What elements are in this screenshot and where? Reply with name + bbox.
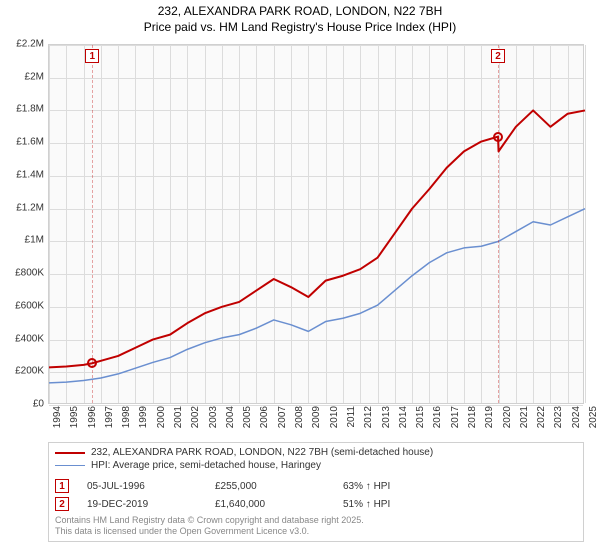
legend-swatch [55, 452, 85, 454]
y-tick-label: £2.2M [4, 39, 44, 50]
sale-price: £1,640,000 [215, 499, 325, 510]
x-tick-label: 2010 [329, 406, 340, 428]
y-tick-label: £800K [4, 268, 44, 279]
sale-row: 1 05-JUL-1996 £255,000 63% ↑ HPI [55, 479, 577, 493]
x-tick-label: 2013 [381, 406, 392, 428]
sale-delta: 63% ↑ HPI [343, 481, 390, 492]
sale-rows: 1 05-JUL-1996 £255,000 63% ↑ HPI 2 19-DEC-201… [55, 475, 577, 511]
x-tick-label: 2023 [553, 406, 564, 428]
sale-date: 19-DEC-2019 [87, 499, 197, 510]
marker-dot [493, 132, 503, 142]
y-tick-label: £1.4M [4, 169, 44, 180]
x-tick-label: 2011 [346, 406, 357, 428]
marker-label: 2 [491, 49, 505, 63]
y-tick-label: £600K [4, 300, 44, 311]
x-tick-label: 2019 [484, 406, 495, 428]
sale-badge: 2 [55, 497, 69, 511]
legend-swatch [55, 465, 85, 466]
plot-area: 12 [48, 44, 584, 404]
y-tick-label: £2M [4, 71, 44, 82]
x-tick-label: 2022 [536, 406, 547, 428]
marker-line [498, 45, 499, 403]
title-line-2: Price paid vs. HM Land Registry's House … [0, 20, 600, 36]
grid-v [585, 45, 586, 403]
legend-row: HPI: Average price, semi-detached house,… [55, 460, 577, 471]
attrib-line-1: Contains HM Land Registry data © Crown c… [55, 515, 577, 526]
y-tick-label: £200K [4, 366, 44, 377]
x-tick-label: 2001 [173, 406, 184, 428]
chart-container: 232, ALEXANDRA PARK ROAD, LONDON, N22 7B… [0, 0, 600, 560]
x-tick-label: 2000 [156, 406, 167, 428]
x-tick-label: 2024 [571, 406, 582, 428]
x-tick-label: 2021 [519, 406, 530, 428]
legend-row: 232, ALEXANDRA PARK ROAD, LONDON, N22 7B… [55, 447, 577, 458]
y-tick-label: £1M [4, 235, 44, 246]
title-line-1: 232, ALEXANDRA PARK ROAD, LONDON, N22 7B… [0, 4, 600, 20]
x-tick-label: 1998 [121, 406, 132, 428]
legend-items: 232, ALEXANDRA PARK ROAD, LONDON, N22 7B… [55, 447, 577, 471]
x-tick-label: 1996 [87, 406, 98, 428]
x-tick-label: 1997 [104, 406, 115, 428]
legend-label: HPI: Average price, semi-detached house,… [91, 460, 321, 471]
attribution: Contains HM Land Registry data © Crown c… [55, 515, 577, 537]
x-tick-label: 2002 [190, 406, 201, 428]
y-tick-label: £1.2M [4, 202, 44, 213]
x-tick-label: 2008 [294, 406, 305, 428]
x-tick-label: 2005 [242, 406, 253, 428]
sale-date: 05-JUL-1996 [87, 481, 197, 492]
sale-delta: 51% ↑ HPI [343, 499, 390, 510]
x-tick-label: 2015 [415, 406, 426, 428]
x-tick-label: 1994 [52, 406, 63, 428]
legend-label: 232, ALEXANDRA PARK ROAD, LONDON, N22 7B… [91, 447, 433, 458]
x-tick-label: 2009 [311, 406, 322, 428]
series-hpi [49, 209, 585, 383]
sale-row: 2 19-DEC-2019 £1,640,000 51% ↑ HPI [55, 497, 577, 511]
sale-price: £255,000 [215, 481, 325, 492]
marker-label: 1 [85, 49, 99, 63]
x-tick-label: 2004 [225, 406, 236, 428]
x-tick-label: 2020 [502, 406, 513, 428]
chart-title: 232, ALEXANDRA PARK ROAD, LONDON, N22 7B… [0, 0, 600, 35]
x-tick-label: 1999 [138, 406, 149, 428]
x-tick-label: 2018 [467, 406, 478, 428]
attrib-line-2: This data is licensed under the Open Gov… [55, 526, 577, 537]
x-tick-label: 2025 [588, 406, 599, 428]
sale-badge: 1 [55, 479, 69, 493]
series-price_paid [49, 110, 585, 367]
y-tick-label: £0 [4, 399, 44, 410]
series-lines [49, 45, 583, 403]
marker-line [92, 45, 93, 403]
y-tick-label: £1.6M [4, 137, 44, 148]
x-tick-label: 2016 [432, 406, 443, 428]
x-tick-label: 2006 [259, 406, 270, 428]
x-tick-label: 2014 [398, 406, 409, 428]
y-tick-label: £1.8M [4, 104, 44, 115]
x-tick-label: 2017 [450, 406, 461, 428]
x-tick-label: 2012 [363, 406, 374, 428]
x-tick-label: 1995 [69, 406, 80, 428]
x-tick-label: 2007 [277, 406, 288, 428]
x-tick-label: 2003 [208, 406, 219, 428]
y-tick-label: £400K [4, 333, 44, 344]
marker-dot [87, 358, 97, 368]
legend-panel: 232, ALEXANDRA PARK ROAD, LONDON, N22 7B… [48, 442, 584, 542]
